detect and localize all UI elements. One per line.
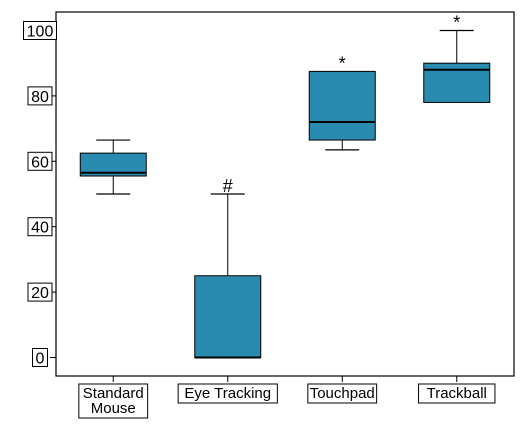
- significance-marker: #: [223, 176, 233, 196]
- y-tick-label-frame: [23, 21, 57, 40]
- box-group: *: [423, 13, 491, 103]
- category-label: Standard: [83, 385, 144, 402]
- category-label: Touchpad: [310, 385, 375, 402]
- y-tick-label-frame: [27, 217, 53, 237]
- category-label: Trackball: [427, 385, 487, 402]
- category-label-frame: [307, 383, 378, 404]
- category-label-frame: [177, 383, 278, 404]
- box-series: # * *: [79, 13, 491, 359]
- y-tick-label: 20: [31, 285, 49, 302]
- y-tick-label: 100: [27, 24, 54, 41]
- y-tick-label: 40: [31, 220, 49, 237]
- y-tick-label: 80: [31, 89, 49, 106]
- y-tick-label-frame: [27, 282, 53, 302]
- category-label-frame: [78, 383, 149, 419]
- category-label: Eye Tracking: [184, 385, 271, 402]
- significance-marker: *: [453, 13, 460, 33]
- category-label: Mouse: [91, 400, 136, 417]
- significance-marker: *: [339, 53, 346, 73]
- y-axis: 0 20 40 60 80 100: [23, 21, 57, 368]
- box-group: *: [308, 53, 376, 151]
- y-tick-label: 0: [36, 351, 45, 368]
- category-label-frame: [418, 383, 496, 404]
- box: [79, 152, 147, 177]
- box-group: #: [194, 176, 262, 359]
- box: [308, 70, 376, 141]
- y-tick-label-frame: [27, 86, 53, 106]
- y-tick-label-frame: [27, 151, 53, 171]
- box: [194, 275, 262, 358]
- plot-frame: [55, 11, 515, 377]
- y-tick-label: 60: [31, 154, 49, 171]
- y-tick-label-frame: [32, 348, 48, 367]
- box-group: [79, 139, 147, 195]
